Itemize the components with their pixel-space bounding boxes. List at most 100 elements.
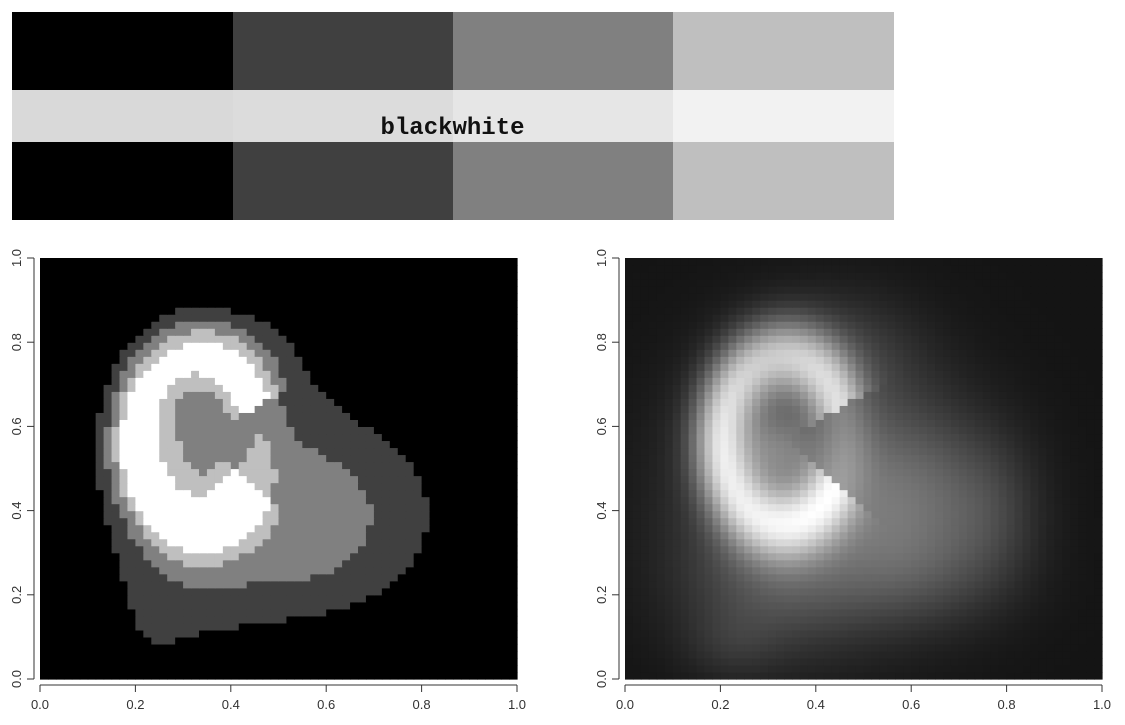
- heatmap-cell: [238, 447, 248, 456]
- heatmap-cell: [839, 629, 849, 638]
- heatmap-cell: [688, 580, 698, 589]
- heatmap-cell: [350, 489, 359, 498]
- heatmap-cell: [199, 426, 208, 435]
- heatmap-cell: [413, 321, 423, 329]
- heatmap-cell: [413, 552, 423, 561]
- heatmap-cell: [103, 524, 113, 533]
- heatmap-cell: [485, 391, 494, 399]
- heatmap-cell: [1038, 636, 1047, 645]
- heatmap-cell: [214, 643, 224, 652]
- heatmap-cell: [294, 489, 303, 498]
- heatmap-cell: [1062, 622, 1071, 631]
- heatmap-cell: [167, 503, 176, 512]
- heatmap-cell: [310, 468, 319, 477]
- heatmap-cell: [389, 440, 399, 449]
- heatmap-cell: [103, 615, 113, 624]
- heatmap-cell: [871, 594, 880, 603]
- heatmap-cell: [704, 580, 714, 589]
- heatmap-cell: [768, 524, 777, 533]
- heatmap-cell: [1038, 580, 1047, 589]
- heatmap-cell: [966, 552, 976, 561]
- heatmap-cell: [238, 594, 248, 603]
- heatmap-cell: [278, 370, 288, 378]
- heatmap-cell: [919, 657, 928, 666]
- heatmap-cell: [326, 258, 335, 266]
- heatmap-cell: [437, 552, 447, 561]
- heatmap-cell: [47, 545, 57, 554]
- heatmap-cell: [982, 531, 992, 540]
- heatmap-cell: [389, 419, 399, 427]
- heatmap-cell: [768, 566, 777, 575]
- heatmap-cell: [318, 440, 327, 449]
- heatmap-cell: [230, 342, 240, 350]
- heatmap-cell: [807, 657, 817, 666]
- heatmap-cell: [405, 643, 415, 652]
- heatmap-cell: [950, 664, 960, 673]
- heatmap-cell: [943, 524, 952, 533]
- heatmap-cell: [111, 433, 121, 442]
- heatmap-cell: [688, 538, 698, 547]
- heatmap-cell: [501, 405, 510, 413]
- heatmap-cell: [397, 664, 407, 673]
- heatmap-cell: [469, 531, 478, 540]
- heatmap-cell: [127, 321, 136, 329]
- heatmap-cell: [469, 517, 478, 526]
- heatmap-cell: [191, 363, 200, 371]
- heatmap-cell: [493, 328, 502, 336]
- heatmap-cell: [397, 454, 407, 463]
- heatmap-cell: [791, 629, 801, 638]
- heatmap-cell: [262, 279, 272, 287]
- heatmap-cell: [469, 412, 478, 420]
- heatmap-cell: [823, 643, 833, 652]
- heatmap-cell: [326, 594, 335, 603]
- heatmap-cell: [135, 475, 144, 484]
- heatmap-cell: [958, 538, 968, 547]
- heatmap-cell: [696, 545, 706, 554]
- heatmap-cell: [632, 587, 642, 596]
- heatmap-cell: [855, 517, 865, 526]
- heatmap-cell: [453, 377, 462, 385]
- heatmap-cell: [823, 636, 833, 645]
- heatmap-cell: [87, 300, 97, 308]
- heatmap-cell: [958, 643, 968, 652]
- heatmap-cell: [119, 545, 129, 554]
- heatmap-cell: [437, 300, 447, 308]
- heatmap-cell: [744, 552, 753, 561]
- heatmap-cell: [640, 580, 650, 589]
- heatmap-cell: [445, 636, 454, 645]
- heatmap-cell: [183, 272, 192, 280]
- heatmap-cell: [966, 587, 976, 596]
- heatmap-cell: [680, 517, 690, 526]
- heatmap-cell: [79, 272, 89, 280]
- heatmap-cell: [807, 664, 817, 673]
- heatmap-cell: [111, 377, 121, 385]
- heatmap-cell: [103, 496, 113, 505]
- heatmap-cell: [791, 580, 801, 589]
- heatmap-cell: [159, 468, 168, 477]
- heatmap-cell: [71, 496, 81, 505]
- heatmap-cell: [254, 489, 264, 498]
- heatmap-cell: [501, 489, 510, 498]
- heatmap-cell: [103, 552, 113, 561]
- heatmap-cell: [87, 335, 97, 343]
- heatmap-cell: [389, 538, 399, 547]
- heatmap-cell: [47, 517, 57, 526]
- heatmap-cell: [509, 594, 518, 603]
- heatmap-cell: [776, 608, 785, 617]
- palette-swatch-cell: [452, 90, 674, 142]
- heatmap-cell: [111, 489, 121, 498]
- heatmap-cell: [238, 552, 248, 561]
- heatmap-cell: [389, 517, 399, 526]
- heatmap-cell: [95, 594, 105, 603]
- heatmap-cell: [350, 286, 359, 294]
- heatmap-cell: [55, 433, 65, 442]
- heatmap-cell: [847, 524, 857, 533]
- heatmap-cell: [453, 489, 462, 498]
- heatmap-cell: [712, 566, 721, 575]
- heatmap-cell: [365, 671, 375, 680]
- heatmap-cell: [413, 664, 423, 673]
- heatmap-cell: [342, 447, 351, 456]
- heatmap-cell: [222, 594, 232, 603]
- heatmap-cell: [632, 531, 642, 540]
- heatmap-cell: [421, 272, 431, 280]
